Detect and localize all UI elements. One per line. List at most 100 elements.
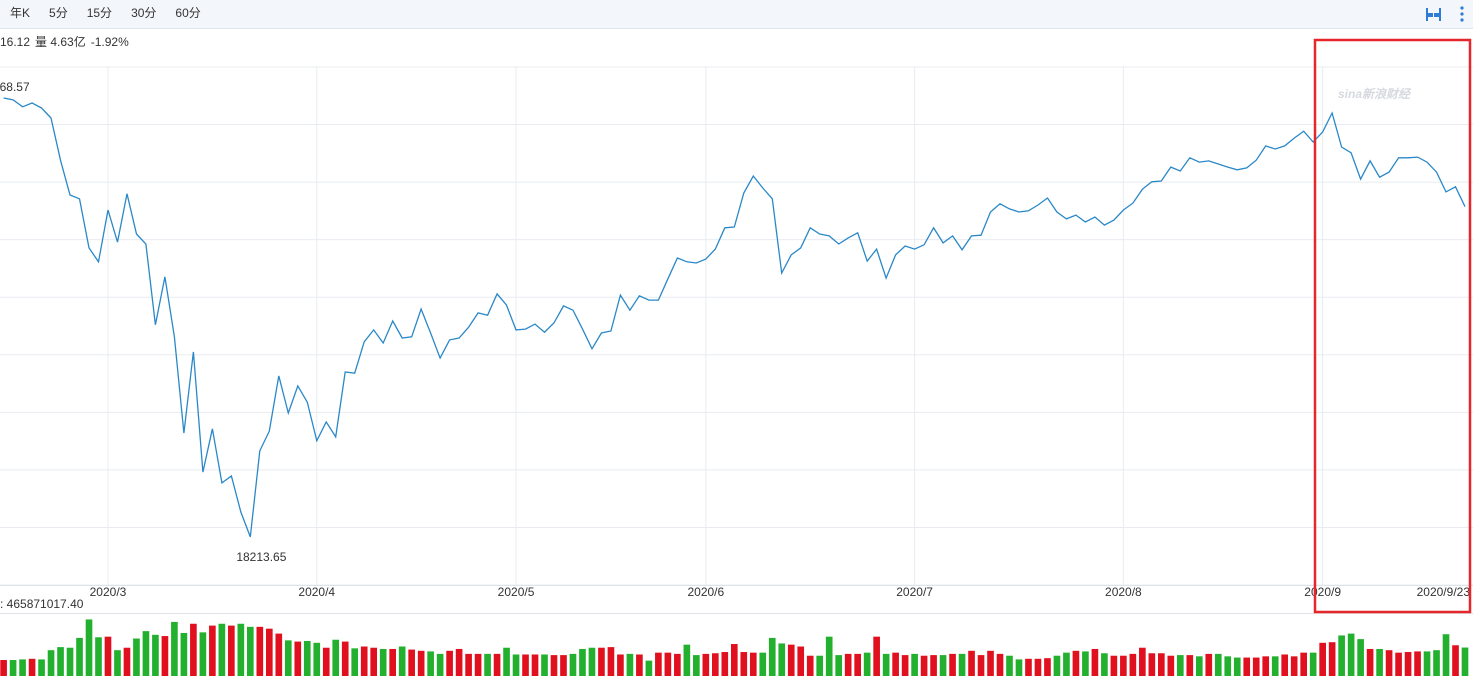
volume-bar (550, 655, 558, 676)
volume-bar (598, 647, 605, 676)
volume-bar (1025, 658, 1032, 676)
volume-bar (1395, 652, 1402, 676)
volume-bar (787, 644, 795, 676)
volume-bar (313, 642, 321, 676)
volume-bar (892, 652, 899, 676)
volume-bar (920, 655, 928, 676)
volume-bar (484, 653, 491, 676)
volume-bar (28, 658, 36, 676)
toolbar (0, 0, 1473, 28)
volume-bar (1139, 647, 1146, 676)
volume-bar (503, 647, 510, 676)
volume-bar (1328, 642, 1336, 676)
tab[interactable]: 60分 (175, 6, 200, 20)
volume-bar (1347, 633, 1355, 676)
volume-bar (825, 636, 833, 676)
volume-bar (721, 652, 729, 676)
volume-bar (1214, 653, 1222, 676)
volume-bar (1158, 653, 1165, 676)
volume-bar (133, 638, 140, 676)
volume-bar (617, 654, 624, 676)
volume-bar (740, 652, 748, 676)
menu-dot (1460, 18, 1464, 22)
volume-bar (768, 637, 776, 676)
volume-bar (370, 647, 378, 676)
collapse-glyph (1426, 8, 1441, 21)
volume-bar (541, 654, 548, 676)
volume-bar (1034, 658, 1042, 676)
tab[interactable]: 年K (10, 6, 30, 20)
menu-icon[interactable] (1460, 6, 1464, 22)
volume-bar (588, 647, 596, 676)
volume-bar (427, 651, 434, 676)
volume-bar (57, 647, 64, 676)
highlight-box (1313, 38, 1472, 614)
volume-bar (275, 633, 283, 676)
volume-bar (901, 655, 909, 676)
price-line (3, 97, 1466, 538)
volume-bar (408, 649, 415, 676)
volume-bar (1423, 651, 1431, 676)
x-tick-label: 2020/4 (298, 585, 335, 599)
volume-bar (854, 653, 861, 676)
header-volume: 量 4.63亿 (35, 34, 86, 49)
volume-bar (569, 653, 577, 676)
volume-bar (816, 655, 824, 676)
volume-bar (1300, 652, 1307, 676)
volume-bar (531, 654, 539, 676)
volume-bar (180, 632, 188, 676)
volume-bar (351, 648, 359, 676)
volume-bar (332, 639, 340, 676)
x-tick-label: 2020/7 (896, 585, 933, 599)
volume-bar (1366, 648, 1374, 676)
tab[interactable]: 15分 (87, 6, 112, 20)
x-tick-label: 2020/9/23 (1417, 585, 1471, 599)
volume-bar (1243, 657, 1251, 676)
volume-bar (949, 653, 956, 676)
volume-bar (958, 653, 966, 676)
volume-bar (1063, 652, 1070, 676)
volume-bar (636, 654, 643, 676)
volume-bar (237, 623, 245, 676)
volume-bar (66, 647, 74, 676)
tab[interactable]: 30分 (131, 6, 156, 20)
volume-bar (294, 641, 302, 676)
volume-bar (560, 655, 567, 676)
x-tick-label: 2020/5 (498, 585, 535, 599)
volume-bar (465, 653, 472, 676)
volume-bar (9, 660, 17, 676)
volume-bar (1205, 653, 1213, 676)
volume-bar (1319, 642, 1326, 676)
volume-bar (1461, 647, 1469, 676)
volume-bar (730, 644, 738, 676)
volume-bar (1110, 655, 1118, 676)
volume-bar (522, 654, 529, 676)
volume-bar (1082, 651, 1089, 676)
volume-bar (199, 632, 207, 676)
volume-bar (228, 625, 235, 676)
collapse-icon[interactable] (1426, 8, 1441, 21)
volume-bar (1091, 648, 1099, 676)
volume-bar (1338, 635, 1345, 676)
volume-bar (759, 652, 767, 676)
volume-bar (1129, 653, 1137, 676)
max-label: 68.57 (0, 80, 30, 94)
menu-dot (1460, 6, 1464, 10)
min-label: 18213.65 (236, 550, 286, 564)
volume-bar (1233, 657, 1241, 676)
volume-bar (1044, 658, 1051, 676)
volume-bar (702, 653, 710, 676)
volume-bar (284, 640, 292, 676)
volume-bar (341, 641, 349, 676)
volume-bar (446, 650, 453, 676)
volume-bar (218, 623, 226, 676)
volume-bar (645, 660, 653, 676)
tab[interactable]: 5分 (49, 6, 68, 20)
volume-bar (1224, 656, 1232, 676)
volume-bar (1433, 650, 1440, 676)
volume-bar (1442, 634, 1450, 676)
volume-bar (417, 650, 425, 676)
volume-bar (436, 653, 444, 676)
volume-bar (104, 636, 112, 676)
